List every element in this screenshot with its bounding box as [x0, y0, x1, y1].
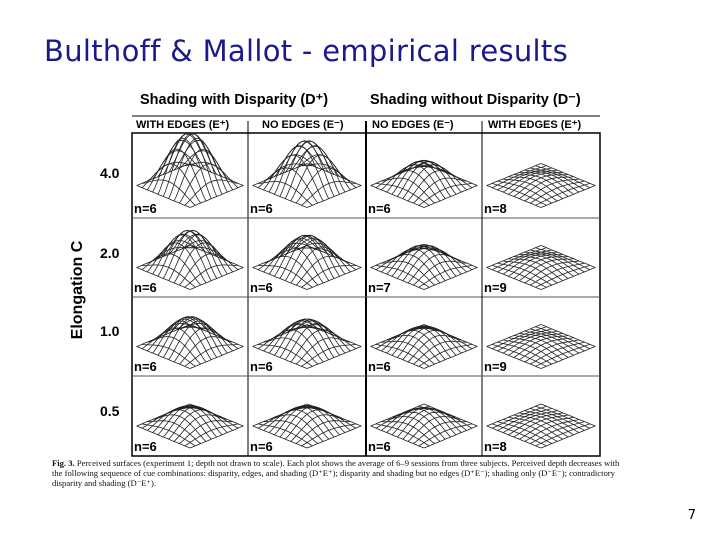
surface-plot [486, 403, 596, 449]
session-count-label: n=6 [368, 439, 391, 454]
session-count-label: n=6 [368, 201, 391, 216]
surface-plot [136, 403, 244, 449]
figure-caption: Fig. 3. Perceived surfaces (experiment 1… [52, 458, 627, 488]
session-count-label: n=6 [134, 280, 157, 295]
row-value-1: 4.0 [100, 165, 120, 181]
surface-plot [252, 140, 362, 208]
column-header-2: NO EDGES (E⁻) [262, 119, 344, 131]
session-count-label: n=6 [250, 280, 273, 295]
surface-plot [486, 324, 596, 369]
session-count-label: n=9 [484, 359, 507, 374]
row-value-4: 0.5 [100, 403, 120, 419]
surface-plot [370, 403, 478, 449]
session-count-label: n=6 [250, 201, 273, 216]
session-count-label: n=6 [134, 359, 157, 374]
session-count-label: n=7 [368, 280, 391, 295]
figure-header-right: Shading without Disparity (D⁻) [370, 92, 581, 108]
row-value-3: 1.0 [100, 323, 120, 339]
surface-plot [486, 163, 596, 208]
surface-plot [252, 318, 362, 369]
column-header-4: WITH EDGES (E⁺) [488, 119, 582, 131]
figure-header-left: Shading with Disparity (D⁺) [140, 92, 329, 108]
surface-plot [486, 245, 596, 290]
surface-plot [136, 230, 244, 290]
session-count-label: n=6 [368, 359, 391, 374]
session-count-label: n=6 [134, 439, 157, 454]
caption-label: Fig. 3. [52, 458, 75, 468]
session-count-label: n=6 [250, 439, 273, 454]
surface-plot [370, 324, 478, 369]
surface-plot [370, 159, 478, 208]
surface-plot [136, 132, 244, 208]
session-count-label: n=8 [484, 201, 507, 216]
surface-plot [136, 316, 244, 369]
session-count-label: n=9 [484, 280, 507, 295]
caption-text: Perceived surfaces (experiment 1; depth … [52, 458, 620, 488]
row-value-2: 2.0 [100, 245, 120, 261]
surface-plot [252, 403, 362, 449]
page-number: 7 [687, 508, 696, 523]
column-header-1: WITH EDGES (E⁺) [136, 119, 230, 131]
session-count-label: n=6 [134, 201, 157, 216]
column-header-3: NO EDGES (E⁻) [372, 119, 454, 131]
slide-title: Bulthoff & Mallot - empirical results [44, 34, 568, 68]
surface-plot [370, 244, 478, 290]
surface-plot [252, 234, 362, 290]
session-count-label: n=8 [484, 439, 507, 454]
session-count-label: n=6 [250, 359, 273, 374]
